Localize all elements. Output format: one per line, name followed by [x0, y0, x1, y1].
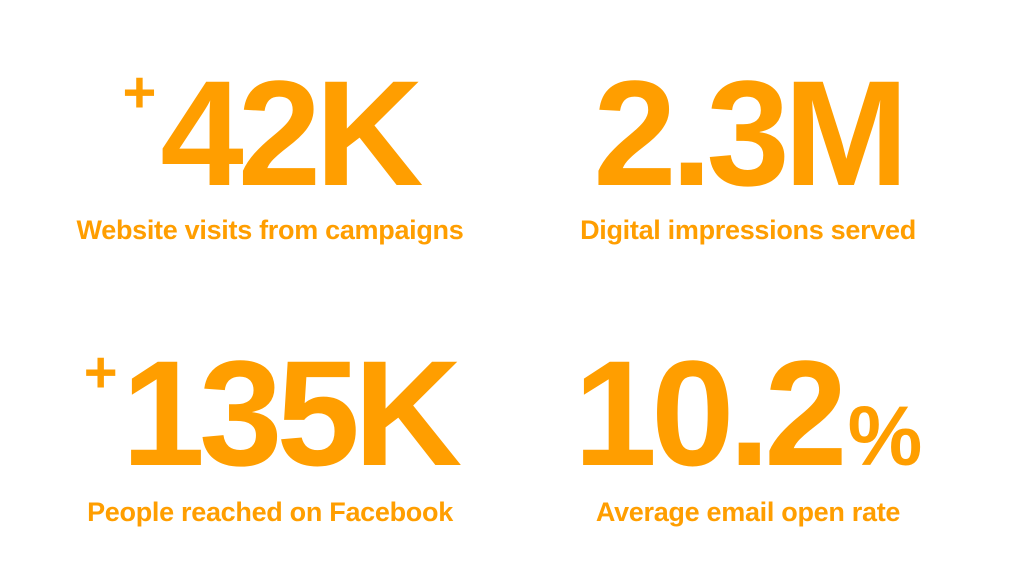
- stat-label: People reached on Facebook: [87, 497, 453, 527]
- stat-value: 10.2: [573, 329, 848, 497]
- stat-value: 135K: [121, 329, 463, 497]
- stat-number: +135K: [30, 338, 510, 488]
- stat-number: +42K: [30, 58, 510, 208]
- stat: 2.3M: [508, 58, 988, 208]
- stat-label: Digital impressions served: [580, 215, 916, 245]
- stat-label: Average email open rate: [595, 497, 901, 527]
- stat-value: 42K: [160, 49, 423, 217]
- stat-number: 2.3M: [508, 58, 988, 208]
- stat-label: Website visits from campaigns: [76, 215, 464, 245]
- stat-value: 2.3M: [593, 49, 908, 217]
- stat-prefix: +: [122, 60, 157, 125]
- stat-suffix: %: [847, 389, 923, 483]
- stat-prefix: +: [83, 340, 118, 405]
- stat: +42K: [30, 58, 510, 208]
- stat-number: 10.2%: [508, 338, 988, 488]
- stat: 10.2%: [508, 338, 988, 488]
- stat: +135K: [30, 338, 510, 488]
